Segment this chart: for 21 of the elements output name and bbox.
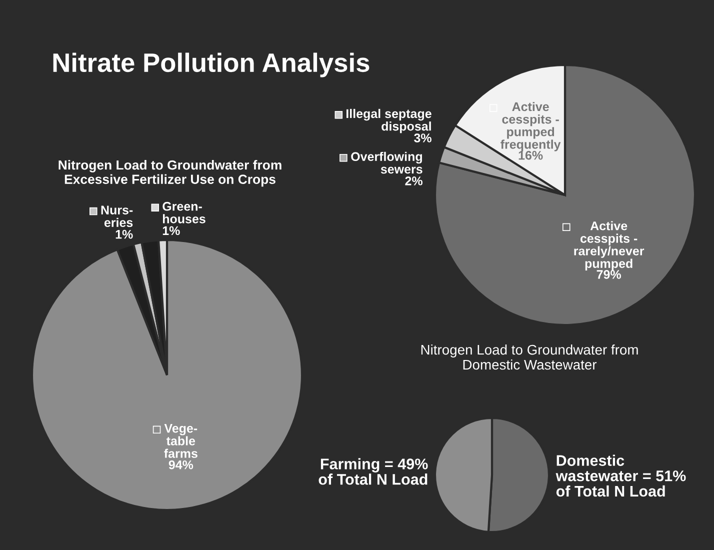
- chart-title: Nitrogen Load to Groundwater from Excessive Fertilizer Use on Crops: [58, 160, 282, 187]
- data-label: 1%: [116, 230, 133, 239]
- data-label: 79%: [596, 270, 622, 279]
- data-label: Farming = 49% of Total N Load: [318, 458, 428, 485]
- legend-label: Illegal septage disposal: [346, 108, 432, 134]
- pie-slice: [434, 64, 696, 326]
- pie-slice: [30, 238, 304, 512]
- legend-label: Nurs- eries: [101, 206, 133, 228]
- data-label: 3%: [414, 134, 432, 142]
- text: Nitrogen Load to Groundwater from Domestic Wastewater: [421, 344, 638, 370]
- data-label: 16%: [518, 150, 543, 160]
- data-label: Domestic wastewater = 51% of Total N Load: [556, 454, 686, 497]
- data-label: 1%: [162, 226, 180, 236]
- legend-label: Active cesspits - pumped frequently: [500, 102, 561, 152]
- legend-label: Overflowing sewers: [351, 152, 422, 174]
- legend-label: Active cesspits - rarely/never pumped: [574, 221, 644, 270]
- legend-label: Green- houses: [162, 202, 206, 224]
- text: Nitrate Pollution Analysis: [53, 52, 370, 78]
- data-label: 94%: [168, 460, 194, 470]
- legend-label: Vege- table farms: [164, 424, 198, 458]
- data-label: 2%: [405, 176, 422, 186]
